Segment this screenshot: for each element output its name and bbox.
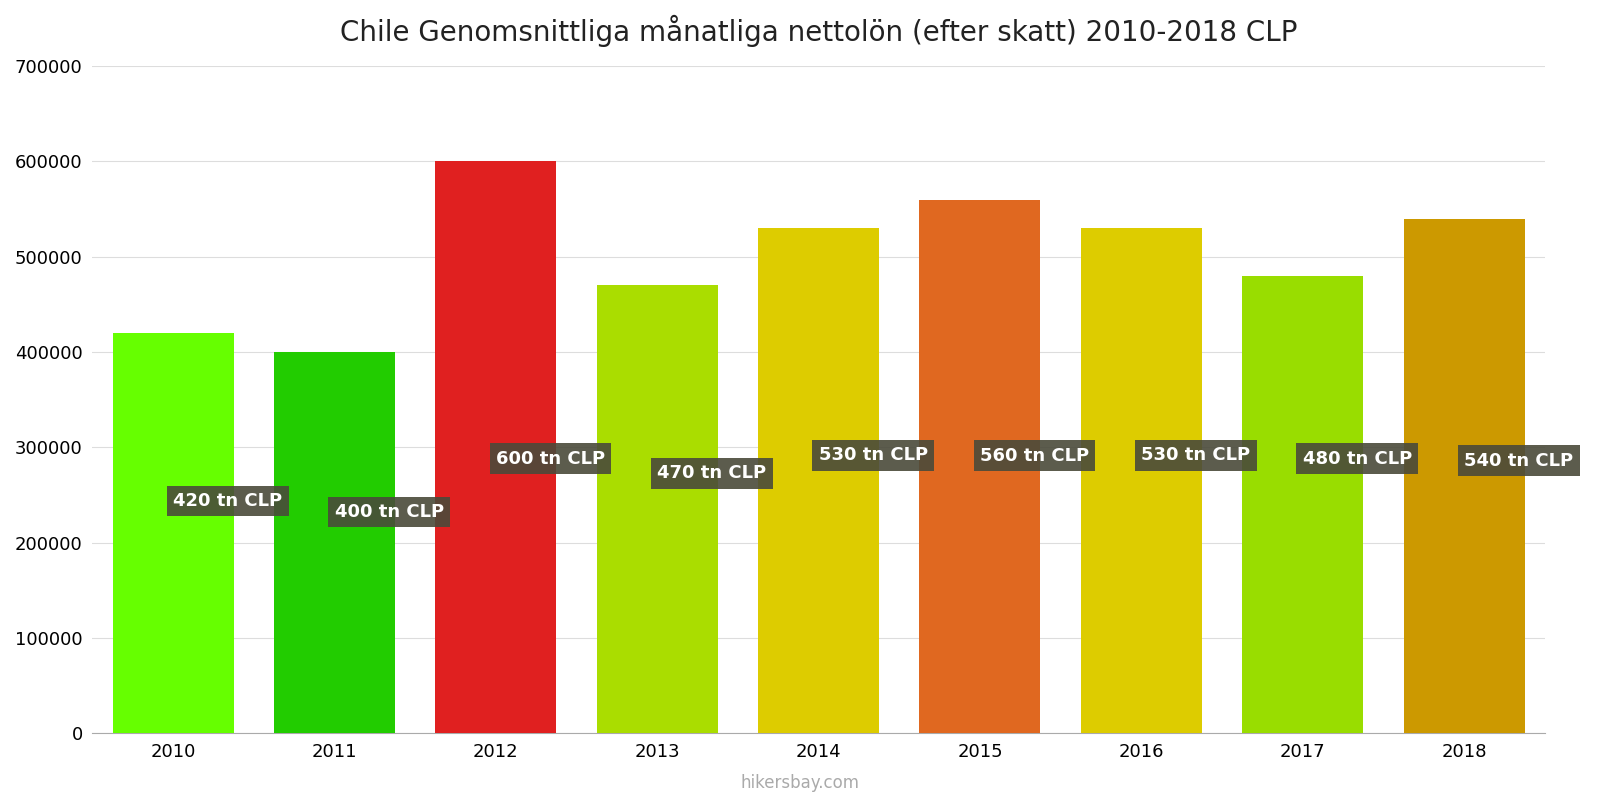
Text: 470 tn CLP: 470 tn CLP bbox=[658, 465, 766, 482]
Bar bbox=[1403, 218, 1525, 734]
Text: 480 tn CLP: 480 tn CLP bbox=[1302, 450, 1411, 468]
Bar bbox=[435, 162, 557, 734]
Text: hikersbay.com: hikersbay.com bbox=[741, 774, 859, 792]
Text: 400 tn CLP: 400 tn CLP bbox=[334, 503, 443, 521]
Bar bbox=[112, 333, 234, 734]
Text: 530 tn CLP: 530 tn CLP bbox=[819, 446, 928, 465]
Text: 600 tn CLP: 600 tn CLP bbox=[496, 450, 605, 468]
Bar bbox=[1242, 276, 1363, 734]
Bar bbox=[1082, 228, 1202, 734]
Bar bbox=[597, 286, 718, 734]
Text: 560 tn CLP: 560 tn CLP bbox=[979, 446, 1090, 465]
Text: 530 tn CLP: 530 tn CLP bbox=[1141, 446, 1251, 465]
Text: 540 tn CLP: 540 tn CLP bbox=[1464, 451, 1573, 470]
Text: 420 tn CLP: 420 tn CLP bbox=[173, 492, 282, 510]
Title: Chile Genomsnittliga månatliga nettolön (efter skatt) 2010-2018 CLP: Chile Genomsnittliga månatliga nettolön … bbox=[339, 15, 1298, 47]
Bar bbox=[920, 199, 1040, 734]
Bar bbox=[758, 228, 878, 734]
Bar bbox=[274, 352, 395, 734]
